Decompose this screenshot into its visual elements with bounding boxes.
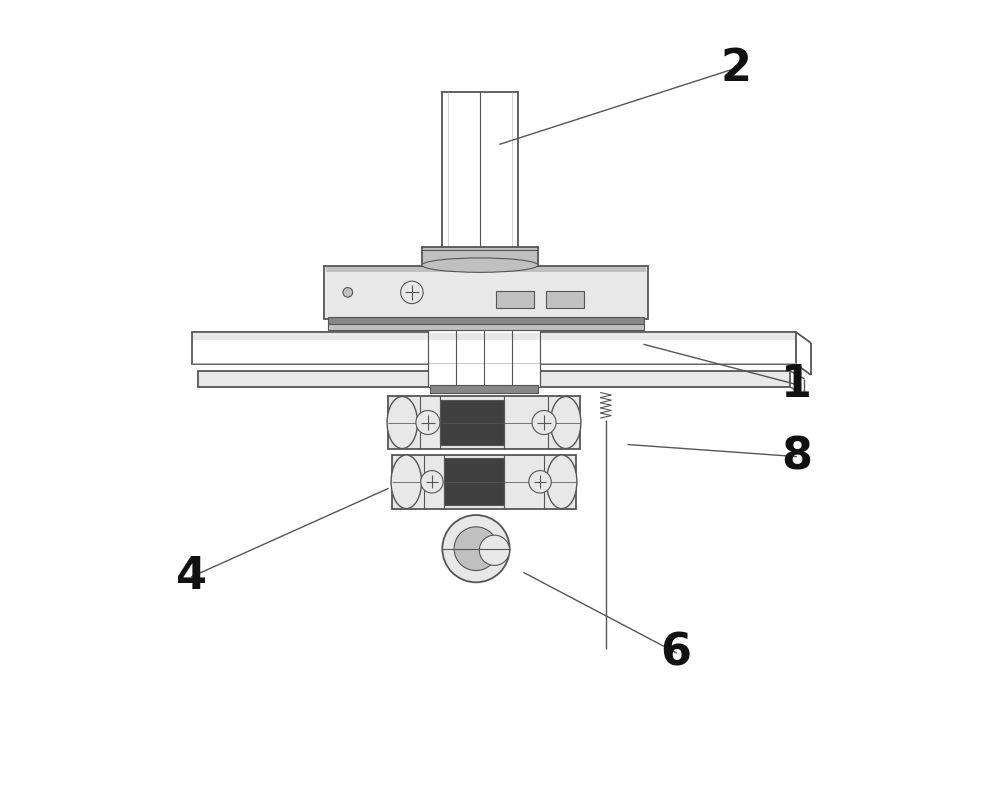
Bar bbox=[442, 92, 518, 248]
Circle shape bbox=[416, 410, 440, 434]
Ellipse shape bbox=[546, 455, 577, 509]
Circle shape bbox=[454, 527, 498, 570]
Bar bbox=[198, 371, 790, 387]
Bar bbox=[546, 291, 584, 308]
Bar bbox=[444, 458, 504, 505]
Text: 4: 4 bbox=[176, 555, 207, 598]
Bar bbox=[440, 400, 504, 445]
Bar bbox=[388, 396, 580, 449]
Ellipse shape bbox=[391, 455, 422, 509]
Text: 1: 1 bbox=[781, 363, 812, 406]
Ellipse shape bbox=[387, 396, 417, 449]
Bar bbox=[328, 317, 644, 325]
Bar bbox=[430, 385, 538, 393]
Bar bbox=[428, 330, 540, 387]
Bar bbox=[392, 455, 576, 509]
Ellipse shape bbox=[422, 258, 538, 272]
Text: 2: 2 bbox=[721, 46, 752, 90]
Bar bbox=[328, 324, 644, 330]
Text: 8: 8 bbox=[781, 435, 812, 478]
Circle shape bbox=[401, 281, 423, 304]
Bar bbox=[326, 267, 646, 272]
Circle shape bbox=[532, 410, 556, 434]
Circle shape bbox=[479, 535, 510, 566]
Circle shape bbox=[442, 515, 510, 582]
Circle shape bbox=[421, 471, 443, 493]
Circle shape bbox=[529, 471, 551, 493]
Circle shape bbox=[343, 288, 353, 297]
Text: 6: 6 bbox=[661, 631, 692, 674]
Bar bbox=[324, 266, 648, 319]
Ellipse shape bbox=[550, 396, 581, 449]
Bar bbox=[422, 247, 538, 266]
Bar bbox=[496, 291, 534, 308]
Bar bbox=[193, 333, 795, 340]
Bar bbox=[192, 332, 796, 364]
